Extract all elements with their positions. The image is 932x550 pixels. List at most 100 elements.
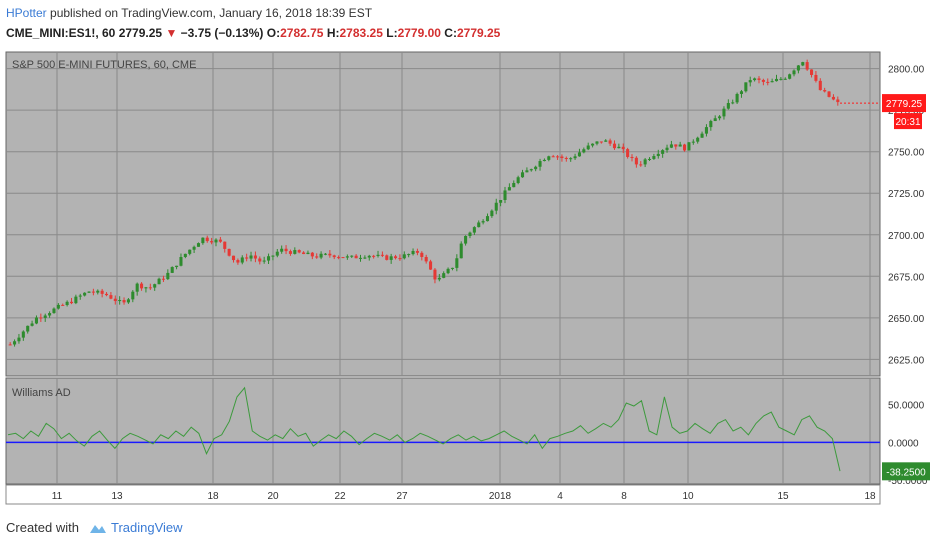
time-tick-label: 18: [864, 491, 876, 502]
candle-body: [323, 253, 328, 255]
candle-body: [455, 258, 459, 268]
candle-body: [827, 91, 831, 97]
candle-body: [236, 260, 240, 263]
candle-body: [542, 159, 546, 162]
candle-body: [153, 284, 157, 288]
candle-body: [424, 256, 428, 262]
candle-body: [761, 79, 765, 82]
last-price-badge-label: 2779.25: [886, 99, 923, 110]
indicator-pane: [5, 377, 881, 485]
time-tick-label: 11: [52, 491, 63, 502]
candle-body: [669, 144, 673, 148]
created-with-text: Created with: [6, 520, 79, 535]
candle-body: [512, 183, 516, 188]
candle-body: [214, 239, 218, 243]
candle-body: [258, 258, 262, 262]
author-link[interactable]: HPotter: [6, 6, 47, 20]
time-tick-label: 10: [682, 491, 694, 502]
candle-body: [280, 248, 284, 252]
candle-body: [411, 250, 415, 255]
price-tick-label: 2725.00: [888, 189, 925, 200]
indicator-value-badge-label: -38.2500: [886, 467, 926, 478]
candle-body: [779, 78, 783, 80]
indicator-tick-label: -50.0000: [888, 476, 928, 487]
candle-body: [302, 252, 306, 255]
tradingview-link[interactable]: TradingView: [110, 520, 183, 535]
candle-body: [87, 291, 91, 293]
candle-body: [131, 291, 135, 300]
candle-body: [823, 90, 827, 92]
candle-body: [96, 290, 100, 293]
candle-body: [315, 256, 319, 258]
candle-body: [796, 65, 800, 71]
candle-body: [691, 141, 695, 143]
candle-body: [739, 91, 744, 94]
price-tick-label: 2625.00: [888, 355, 925, 366]
candle-body: [196, 243, 201, 247]
candle-body: [788, 74, 792, 79]
candle-body: [26, 325, 30, 332]
candle-body: [634, 157, 638, 165]
change-value: −3.75 (−0.13%): [180, 26, 264, 40]
candle-body: [464, 235, 468, 244]
candle-body: [350, 255, 354, 257]
last-price: 2779.25: [118, 26, 163, 40]
candle-body: [218, 239, 222, 242]
candle-body: [21, 331, 25, 338]
candle-body: [52, 308, 56, 314]
candle-body: [192, 246, 196, 250]
candle-body: [288, 251, 292, 254]
candle-body: [306, 252, 310, 255]
candle-body: [783, 78, 787, 80]
candle-body: [91, 291, 95, 293]
candle-body: [201, 237, 205, 244]
candle-body: [245, 257, 249, 259]
candle-body: [271, 255, 275, 257]
low-value: 2779.00: [397, 26, 441, 40]
candle-body: [591, 143, 595, 146]
candle-body: [210, 241, 214, 243]
high-label: H:: [326, 26, 340, 40]
candle-body: [157, 278, 161, 285]
candle-body: [407, 254, 411, 256]
candle-body: [140, 283, 144, 289]
last-price-badge: [882, 94, 926, 113]
candle-body: [647, 158, 652, 160]
candle-body: [753, 78, 757, 81]
tradingview-logo-icon: [89, 524, 106, 533]
candle-body: [275, 251, 279, 256]
candle-body: [188, 249, 192, 254]
candle-body: [354, 255, 358, 259]
down-arrow-icon: ▼: [165, 26, 178, 40]
candle-body: [122, 300, 126, 303]
candle-body: [394, 256, 398, 259]
time-tick-label: 8: [621, 491, 627, 502]
candle-body: [643, 159, 647, 165]
candle-body: [100, 290, 104, 294]
candle-body: [731, 102, 735, 104]
candle-body: [599, 141, 603, 143]
candle-body: [722, 108, 726, 117]
symbol-line: CME_MINI:ES1!, 60 2779.25 ▼ −3.75 (−0.13…: [6, 26, 500, 40]
candle-body: [831, 96, 835, 100]
candle-body: [433, 269, 437, 280]
chart-area[interactable]: 2800.002775.002750.002725.002700.002675.…: [0, 44, 932, 514]
time-tick-label: 15: [777, 491, 789, 502]
candle-body: [612, 143, 617, 149]
symbol-label: CME_MINI:ES1!, 60: [6, 26, 116, 40]
candle-body: [485, 216, 490, 222]
candle-body: [503, 190, 507, 200]
candle-body: [319, 253, 323, 258]
candle-body: [376, 254, 380, 256]
candle-body: [582, 149, 586, 153]
chart-title: S&P 500 E-MINI FUTURES, 60, CME: [12, 59, 196, 71]
candle-body: [341, 257, 345, 259]
candle-body: [13, 341, 17, 345]
candle-body: [573, 156, 577, 159]
candle-body: [704, 127, 708, 134]
candle-body: [429, 261, 433, 270]
candle-body: [481, 221, 485, 223]
candle-body: [564, 157, 568, 159]
candle-body: [328, 253, 332, 256]
candle-body: [560, 156, 564, 158]
